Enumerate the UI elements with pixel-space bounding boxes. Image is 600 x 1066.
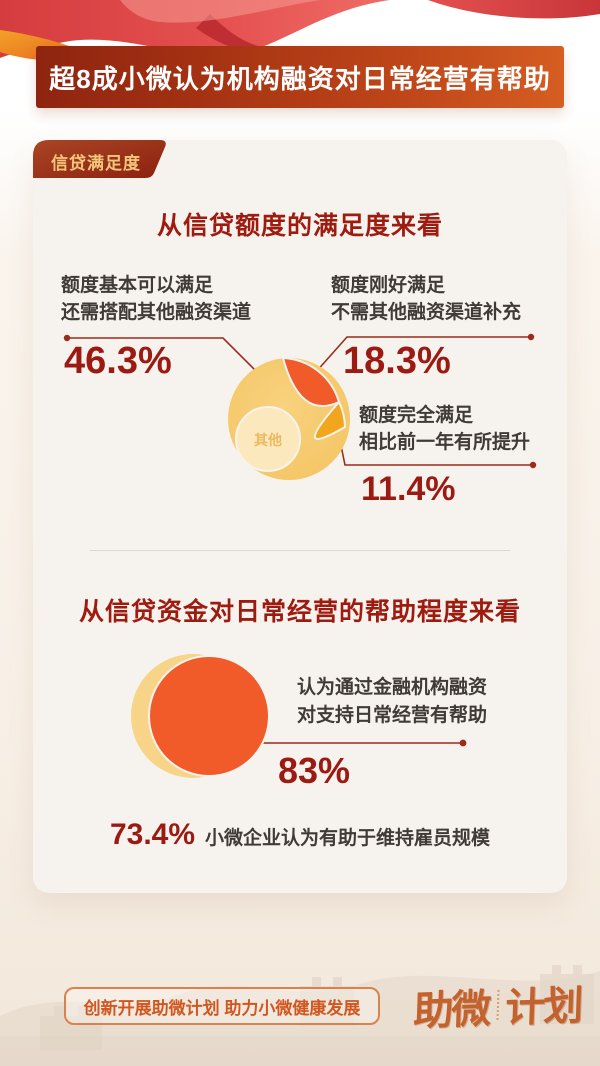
pie-other-label: 其他 <box>254 432 282 448</box>
brand-logo-part2: 计划 <box>504 984 583 1031</box>
moon-orange-circle <box>148 655 270 777</box>
slice-exact-label-line2: 不需其他融资渠道补充 <box>331 302 522 323</box>
help-label-line1: 认为通过金融机构融资 <box>296 677 487 698</box>
section2-title: 从信贷资金对日常经营的帮助程度来看 <box>78 598 521 626</box>
secondary-stat-value: 73.4% <box>109 818 196 851</box>
leader-line-full <box>337 430 533 466</box>
help-value: 83% <box>278 750 351 791</box>
pie-slice-full <box>313 401 346 440</box>
slice-basic-label-line1: 额度基本可以满足 <box>61 275 214 296</box>
leader-line-basic <box>67 337 261 376</box>
secondary-stat-row: 73.4% 小微企业认为有助于维持雇员规模 <box>33 818 567 852</box>
infographic-card: 信贷满足度 从信贷额度的满足度来看 额度基本可以满足 还需搭配其他融资渠道 46… <box>33 140 567 893</box>
section-tag <box>33 140 166 178</box>
ribbon-right-swoosh <box>428 0 600 19</box>
brand-logo-part1: 助微 <box>412 987 491 1034</box>
slice-full-label: 额度完全满足 相比前一年有所提升 <box>359 402 530 456</box>
slice-basic-label: 额度基本可以满足 还需搭配其他融资渠道 <box>61 272 251 326</box>
great-wall-background <box>0 965 600 1066</box>
brand-logo: 助微 计划 <box>409 972 586 1038</box>
slice-exact-label-line1: 额度刚好满足 <box>331 275 446 296</box>
tag-label: 信贷满足度 <box>51 154 141 173</box>
section-divider <box>90 550 510 551</box>
leader-line-exact <box>314 336 531 374</box>
help-ratio-chart <box>131 654 467 778</box>
ribbon-decoration <box>0 0 600 61</box>
slogan-box: 创新开展助微计划 助力小微健康发展 <box>64 987 380 1025</box>
slice-exact-label: 额度刚好满足 不需其他融资渠道补充 <box>331 272 521 326</box>
ribbon-main <box>0 0 390 58</box>
brand-logo-divider-icon <box>495 989 500 1021</box>
secondary-stat-label: 小微企业认为有助于维持雇员规模 <box>205 828 491 849</box>
slogan-text: 创新开展助微计划 助力小微健康发展 <box>83 998 361 1018</box>
help-label: 认为通过金融机构融资 对支持日常经营有帮助 <box>278 674 506 730</box>
slice-exact-value: 18.3% <box>343 340 451 382</box>
pie-slice-other <box>235 406 301 472</box>
credit-satisfaction-pie: 其他 <box>63 333 537 480</box>
slice-basic-label-line2: 还需搭配其他融资渠道 <box>61 302 252 323</box>
slice-basic-value: 46.3% <box>64 340 172 382</box>
slice-full-label-line2: 相比前一年有所提升 <box>359 432 531 453</box>
help-label-line2: 对支持日常经营有帮助 <box>296 705 487 726</box>
leader-dot-help <box>459 739 467 747</box>
slice-full-value: 11.4% <box>361 470 456 508</box>
page-title: 超8成小微认为机构融资对日常经营有帮助 <box>49 63 551 94</box>
leader-dot-exact <box>527 333 535 341</box>
leader-dot-basic <box>63 334 71 342</box>
ribbon-highlight <box>120 0 320 23</box>
slice-full-label-line1: 额度完全满足 <box>359 405 474 426</box>
leader-dot-full <box>529 461 537 469</box>
tag-shape <box>33 140 166 178</box>
headline-banner: 超8成小微认为机构融资对日常经营有帮助 <box>36 46 564 108</box>
section1-title: 从信贷额度的满足度来看 <box>156 212 443 240</box>
